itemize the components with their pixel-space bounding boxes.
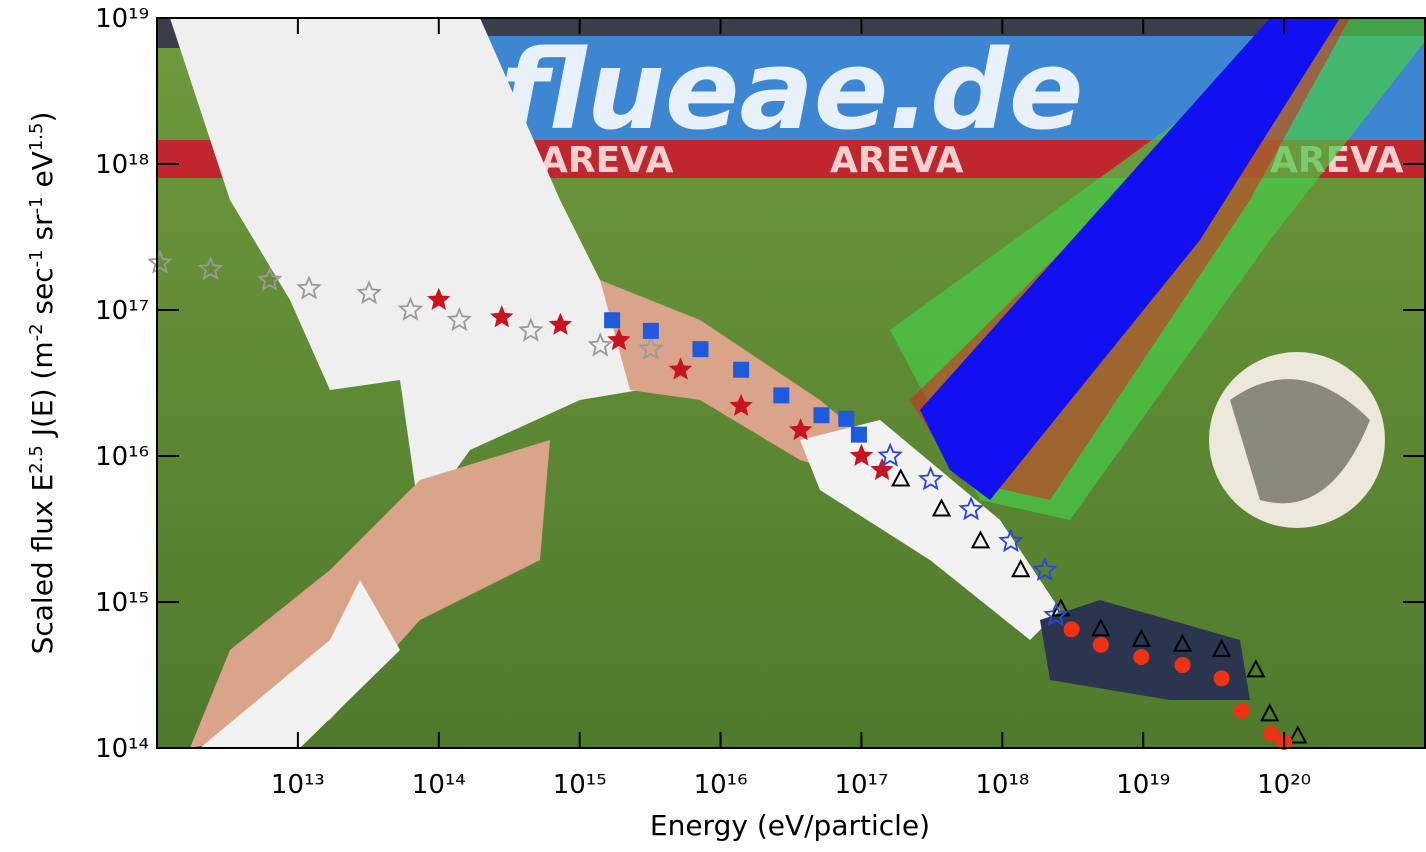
plot-frame — [156, 17, 1426, 749]
x-tick-label: 10¹⁶ — [694, 770, 748, 800]
leg — [600, 280, 880, 480]
data-point — [838, 410, 855, 427]
data-point — [296, 275, 322, 300]
data-point — [1032, 556, 1058, 582]
data-point — [931, 498, 952, 517]
y-label-superscript: 2.5 — [26, 445, 47, 474]
x-tick-label: 10²⁰ — [1257, 770, 1311, 800]
data-point — [998, 528, 1024, 553]
data-point — [958, 496, 984, 521]
data-point — [849, 443, 874, 466]
other-leg — [190, 440, 550, 748]
data-point — [518, 317, 544, 342]
sock — [800, 420, 1060, 640]
shower-streaks — [890, 18, 1426, 520]
data-point — [548, 312, 573, 335]
data-point — [917, 466, 944, 491]
data-point — [1213, 670, 1230, 687]
x-tick-label: 10¹⁹ — [1116, 770, 1170, 800]
data-point — [1063, 621, 1080, 638]
y-label-superscript: -1 — [26, 196, 47, 214]
data-point — [733, 361, 750, 378]
x-tick-label: 10¹⁵ — [553, 770, 607, 800]
data-point — [1263, 725, 1280, 742]
x-tick-label: 10¹⁴ — [412, 770, 466, 800]
banner-text: flueae.de — [500, 26, 1083, 154]
data-point — [668, 357, 693, 380]
data-point — [1092, 636, 1109, 653]
data-point — [813, 407, 830, 424]
data-point — [490, 305, 514, 328]
data-point — [197, 255, 224, 281]
data-point — [870, 457, 894, 481]
x-tick-label: 10¹³ — [271, 770, 325, 800]
y-label-part: eV — [26, 151, 59, 196]
data-point — [587, 332, 613, 357]
y-tick-label: 10¹⁹ — [95, 4, 149, 34]
data-point — [788, 417, 813, 441]
data-point — [891, 468, 911, 487]
data-point — [1246, 659, 1266, 678]
data-point — [1288, 725, 1308, 744]
y-label-part: sr — [26, 214, 59, 249]
data-point — [729, 393, 753, 416]
data-point — [356, 280, 382, 305]
y-tick-label: 10¹⁶ — [95, 442, 149, 472]
x-tick-label: 10¹⁸ — [975, 770, 1029, 800]
data-point — [642, 322, 659, 339]
data-point — [1043, 602, 1069, 627]
y-tick-label: 10¹⁷ — [95, 296, 149, 326]
y-label-superscript: -1 — [26, 249, 47, 267]
data-point — [1091, 618, 1111, 637]
data-point — [1011, 559, 1031, 578]
data-point — [1172, 633, 1193, 652]
sponsor-text: AREVA — [540, 140, 674, 181]
x-tick-label: 10¹⁷ — [834, 770, 888, 800]
data-point — [446, 306, 473, 332]
y-label-superscript: -2 — [26, 323, 47, 341]
sponsor-text: AREVA — [830, 140, 964, 181]
data-point — [970, 530, 991, 549]
other-sock — [200, 580, 400, 748]
data-point — [1131, 628, 1152, 647]
y-label-part: sec — [26, 267, 59, 323]
y-tick-label: 10¹⁸ — [95, 150, 149, 180]
y-label-part: ) — [26, 112, 59, 123]
data-point — [877, 442, 903, 467]
data-point — [1233, 702, 1250, 719]
data-point — [607, 328, 631, 351]
y-label-part: J(E) (m — [26, 341, 59, 445]
data-point — [147, 249, 173, 274]
data-point — [692, 341, 709, 358]
data-point — [256, 266, 283, 291]
y-axis-label: Scaled flux E2.5 J(E) (m-2 sec-1 sr-1 eV… — [26, 112, 60, 655]
shorts — [170, 18, 640, 520]
data-point — [397, 296, 424, 321]
data-layer — [147, 249, 1308, 750]
photo: flueae.de AREVA AREVA AREVA — [157, 18, 1426, 748]
y-label-superscript: 1.5 — [26, 123, 47, 152]
data-point — [773, 387, 790, 404]
data-point — [1174, 657, 1191, 674]
data-point — [1133, 649, 1150, 666]
y-label-part: Scaled flux E — [26, 474, 59, 655]
data-point — [1260, 703, 1280, 722]
data-point — [427, 287, 451, 310]
y-tick-label: 10¹⁴ — [95, 734, 149, 764]
y-tick-label: 10¹⁵ — [95, 588, 149, 618]
data-point — [1211, 638, 1232, 657]
data-point — [850, 426, 867, 443]
ball-pattern — [1230, 379, 1370, 504]
x-axis-label: Energy (eV/particle) — [650, 809, 930, 842]
data-point — [604, 312, 621, 329]
data-point — [638, 335, 664, 360]
